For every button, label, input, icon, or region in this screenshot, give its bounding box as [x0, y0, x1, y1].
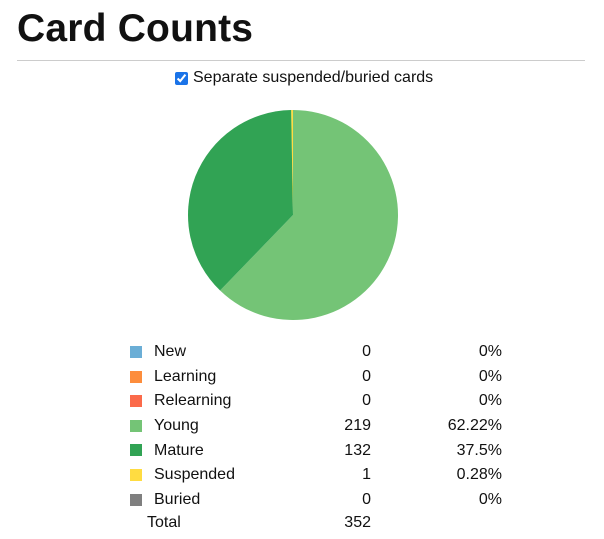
pie-slice-suspended[interactable]	[291, 110, 293, 215]
legend-count-mature: 132	[344, 441, 371, 459]
legend-label-suspended: Suspended	[154, 466, 235, 484]
separate-suspended-checkbox[interactable]	[175, 71, 188, 85]
legend-percent-relearning: 0%	[478, 392, 502, 410]
separate-suspended-toggle[interactable]: Separate suspended/buried cards	[175, 67, 433, 89]
legend-total-row: Total 352	[124, 512, 502, 534]
legend-total-count: 352	[344, 514, 371, 532]
legend-label-learning: Learning	[154, 367, 217, 385]
legend-swatch-cell	[124, 365, 154, 390]
legend-percent-buried: 0%	[478, 490, 502, 508]
legend-swatch-new	[130, 346, 142, 359]
legend-percent-new: 0%	[478, 343, 502, 361]
legend-swatch-learning	[130, 370, 142, 383]
legend-swatch-relearning	[130, 395, 142, 408]
legend-row-learning: Learning 0 0%	[124, 365, 502, 390]
legend-total-label: Total	[147, 514, 181, 532]
legend-total-percent	[371, 512, 502, 534]
pie-slice-mature[interactable]	[188, 110, 293, 291]
legend-percent-mature: 37.5%	[456, 441, 502, 459]
legend-count-suspended: 1	[362, 466, 371, 484]
legend-swatch-buried	[130, 493, 142, 506]
legend-row-buried: Buried 0 0%	[124, 488, 502, 513]
legend-row-suspended: Suspended 1 0.28%	[124, 463, 502, 488]
title-divider	[17, 60, 585, 61]
legend-swatch-cell	[124, 463, 154, 488]
legend-percent-young: 62.22%	[447, 417, 502, 435]
legend-label-buried: Buried	[154, 490, 201, 508]
legend-swatch-cell	[124, 414, 154, 439]
legend-percent-learning: 0%	[478, 367, 502, 385]
legend-label-relearning: Relearning	[154, 392, 232, 410]
legend-count-new: 0	[362, 343, 371, 361]
page-title: Card Counts	[17, 7, 254, 50]
legend-row-new: New 0 0%	[124, 340, 502, 365]
legend-percent-suspended: 0.28%	[456, 466, 502, 484]
legend-count-young: 219	[344, 417, 371, 435]
legend-swatch-cell	[124, 340, 154, 365]
legend-count-buried: 0	[362, 490, 371, 508]
legend-swatch-mature	[130, 444, 142, 457]
legend-count-learning: 0	[362, 367, 371, 385]
legend-label-mature: Mature	[154, 441, 204, 459]
card-counts-pie-chart	[188, 110, 398, 320]
legend-swatch-cell	[124, 389, 154, 414]
separate-suspended-label: Separate suspended/buried cards	[193, 69, 434, 86]
legend-swatch-young	[130, 419, 142, 432]
legend-row-relearning: Relearning 0 0%	[124, 389, 502, 414]
card-counts-legend: New 0 0% Learning 0 0% Relearning 0 0% Young 219 62…	[124, 340, 502, 534]
legend-swatch-cell	[124, 438, 154, 463]
legend-swatch-cell	[124, 488, 154, 513]
legend-count-relearning: 0	[362, 392, 371, 410]
pie-slice-young[interactable]	[220, 110, 398, 320]
legend-label-young: Young	[154, 417, 199, 435]
legend-row-mature: Mature 132 37.5%	[124, 438, 502, 463]
legend-label-new: New	[154, 343, 187, 361]
legend-row-young: Young 219 62.22%	[124, 414, 502, 439]
legend-swatch-suspended	[130, 469, 142, 482]
